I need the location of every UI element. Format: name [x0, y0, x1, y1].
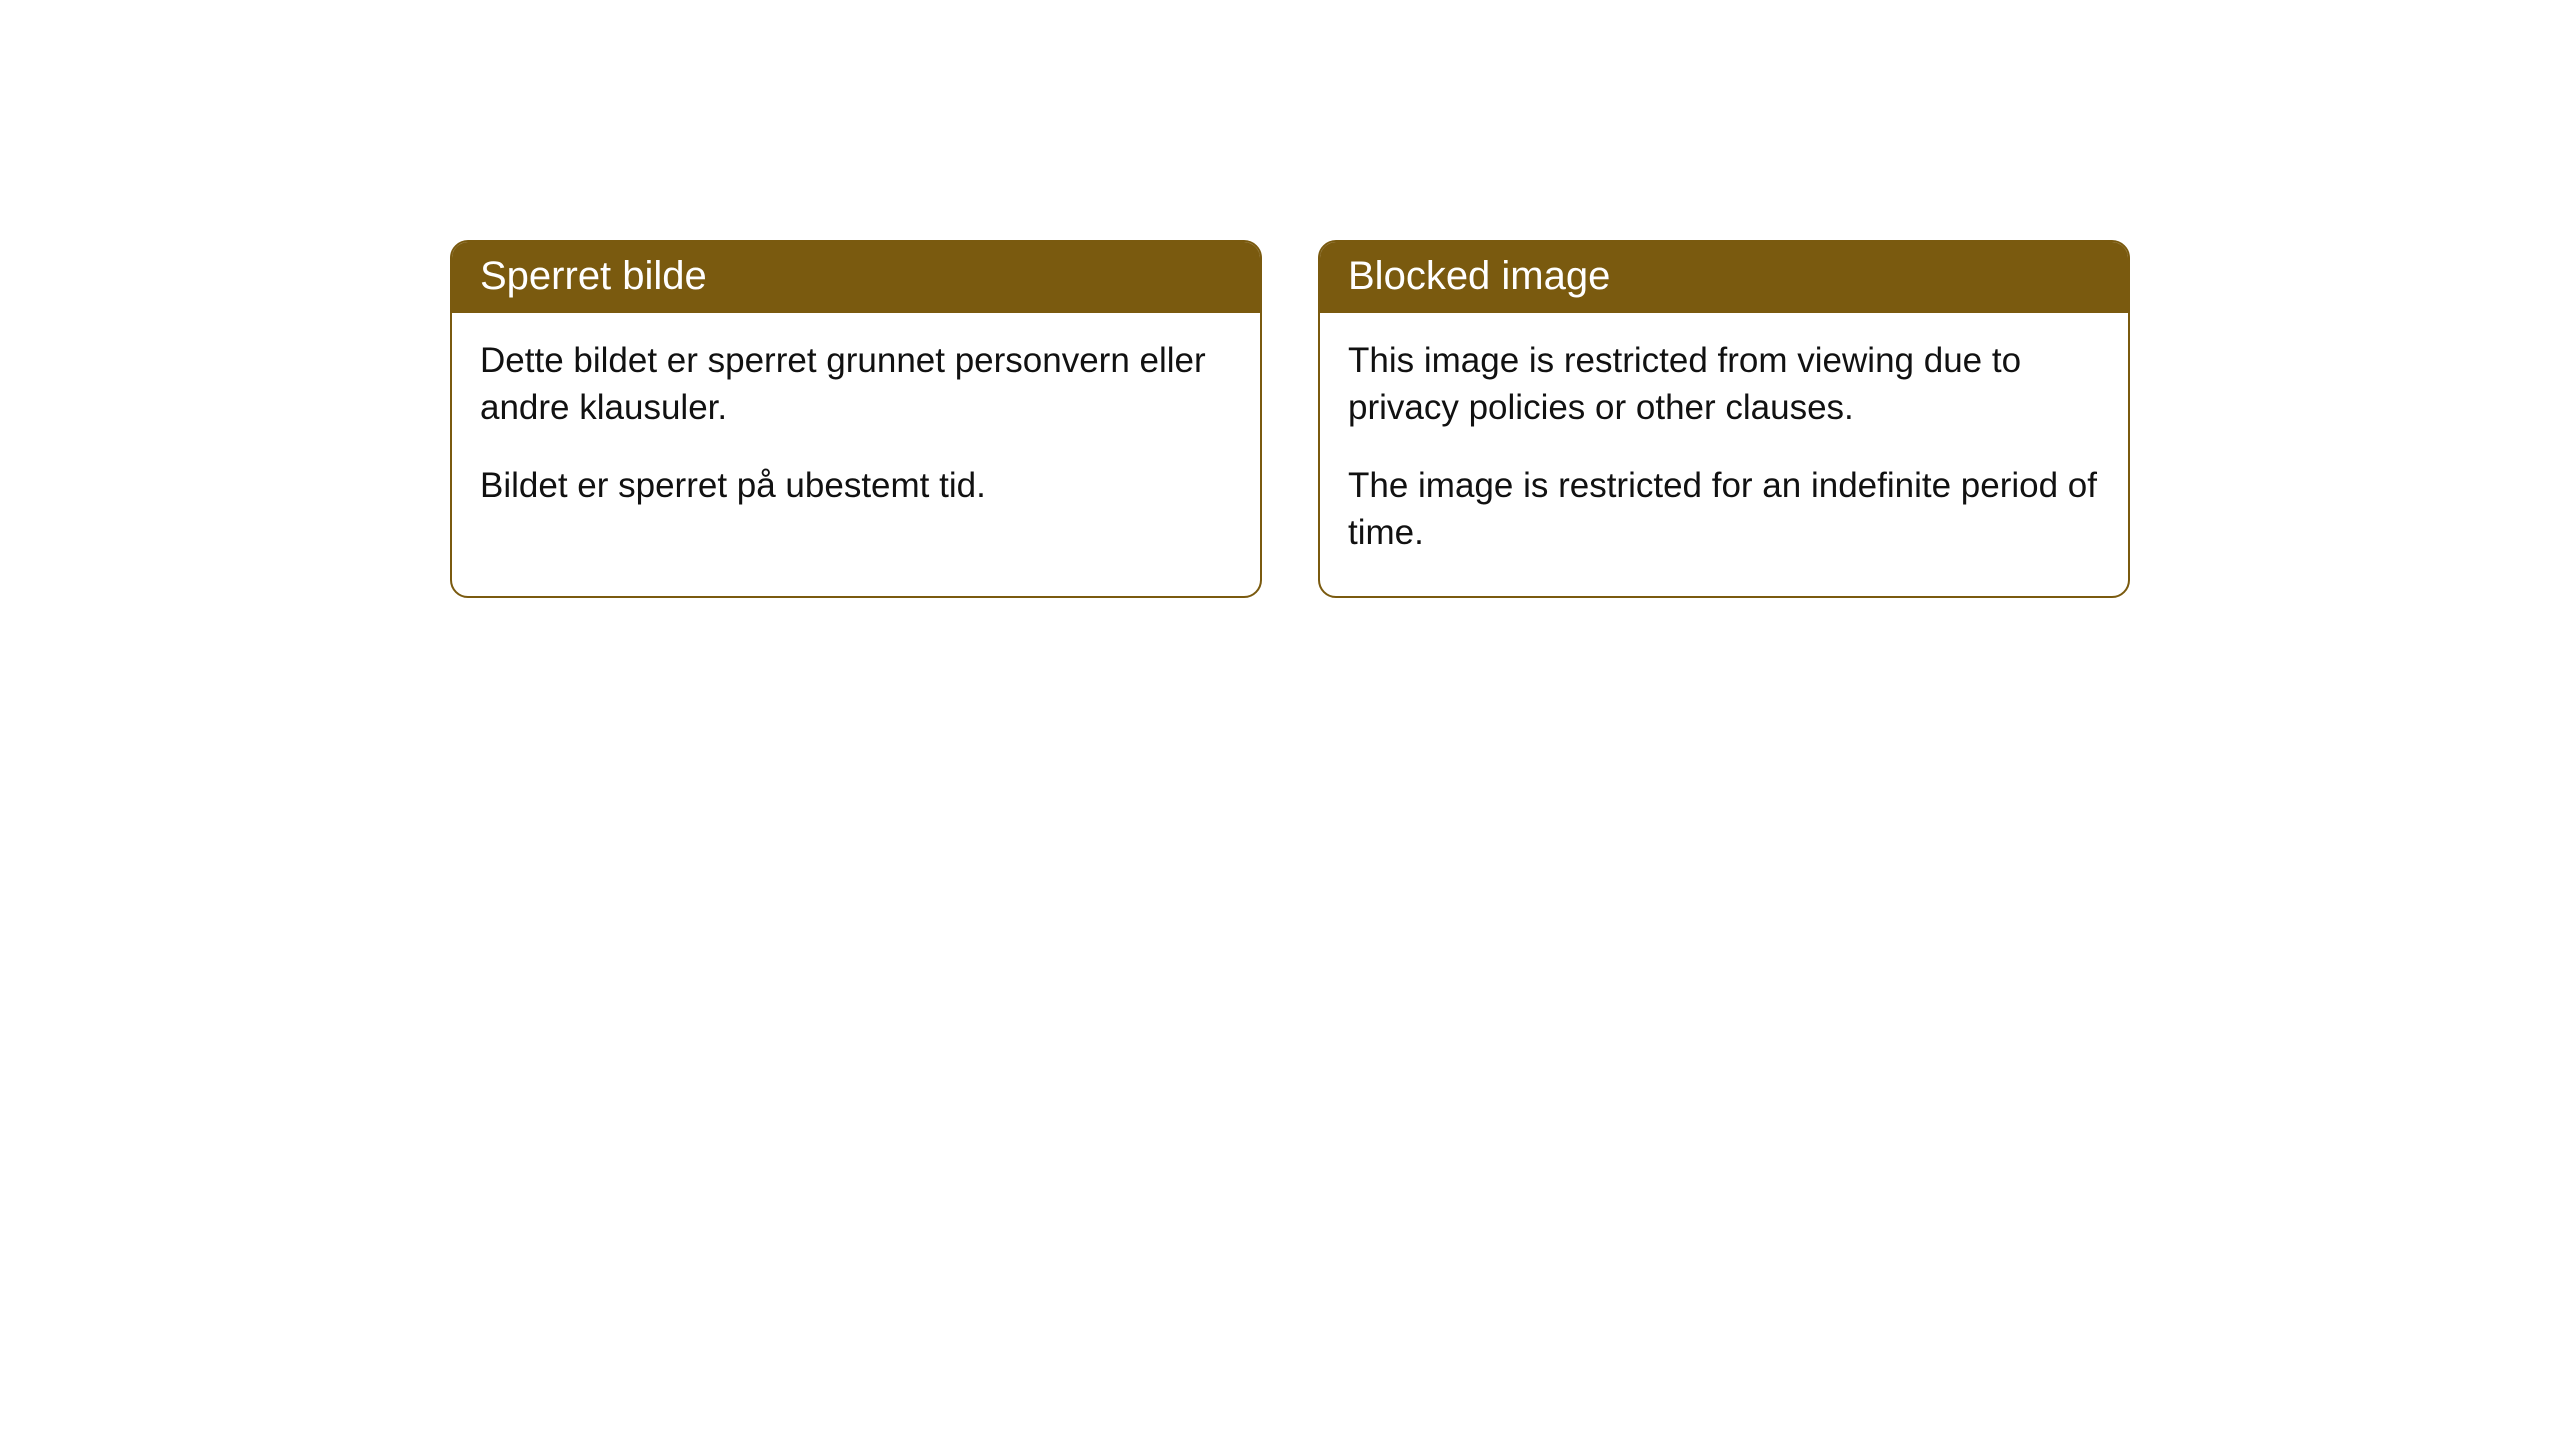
card-paragraph: Bildet er sperret på ubestemt tid. [480, 462, 1232, 509]
card-norwegian: Sperret bilde Dette bildet er sperret gr… [450, 240, 1262, 598]
card-paragraph: This image is restricted from viewing du… [1348, 337, 2100, 432]
card-body: This image is restricted from viewing du… [1320, 313, 2128, 596]
card-header: Sperret bilde [452, 242, 1260, 313]
card-paragraph: Dette bildet er sperret grunnet personve… [480, 337, 1232, 432]
card-header: Blocked image [1320, 242, 2128, 313]
cards-container: Sperret bilde Dette bildet er sperret gr… [450, 240, 2560, 598]
card-title: Blocked image [1348, 254, 1610, 298]
card-paragraph: The image is restricted for an indefinit… [1348, 462, 2100, 557]
card-english: Blocked image This image is restricted f… [1318, 240, 2130, 598]
card-body: Dette bildet er sperret grunnet personve… [452, 313, 1260, 549]
card-title: Sperret bilde [480, 254, 707, 298]
